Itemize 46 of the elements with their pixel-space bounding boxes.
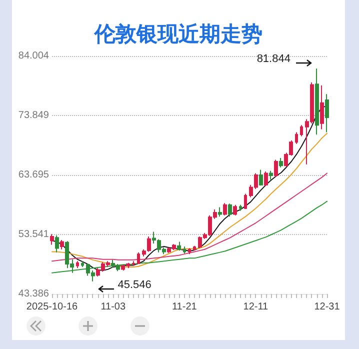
candlestick [279, 157, 283, 168]
candlestick [325, 94, 329, 133]
candlestick [60, 240, 64, 250]
candlestick [259, 169, 263, 186]
annotation: 81.844 [256, 52, 290, 65]
candlestick [218, 206, 222, 218]
x-tick-label: 12-11 [243, 302, 269, 312]
candlestick [315, 68, 319, 136]
candlestick [269, 170, 273, 180]
candlestick [223, 202, 227, 216]
line-series [52, 132, 328, 268]
candlestick [244, 193, 247, 210]
candlestick [116, 264, 120, 272]
candlestick [177, 241, 181, 252]
candlestick [137, 252, 140, 265]
candlestick [132, 260, 135, 266]
y-tick-label: 53.541 [18, 228, 50, 240]
x-tick-label: 11-03 [100, 302, 126, 312]
y-tick-label: 63.695 [18, 170, 50, 180]
candlestick [193, 245, 196, 252]
candlestick [55, 234, 59, 253]
candlestick [76, 260, 79, 269]
candlestick [300, 124, 303, 137]
candlestick [264, 170, 268, 187]
candlestick [233, 204, 237, 216]
candlestick [320, 84, 324, 130]
candlestick [295, 132, 298, 144]
y-tick-label: 43.386 [18, 288, 50, 300]
chart-title: 伦敦银现近期走势 [93, 21, 264, 48]
candlestick [274, 159, 278, 178]
candlestick [239, 204, 242, 212]
y-tick-label: 73.849 [18, 110, 50, 122]
candlestick [188, 248, 191, 255]
candlestick [50, 234, 54, 246]
x-tick-label: 11-21 [172, 302, 198, 312]
line-series [52, 200, 328, 274]
candlestick [111, 259, 115, 268]
candlestick [228, 203, 232, 218]
candlestick [81, 260, 84, 268]
line-series [52, 172, 328, 262]
x-tick-label: 2025-10-16 [26, 302, 78, 312]
line-series [52, 105, 328, 271]
candlestick [183, 246, 186, 254]
y-tick-label: 84.004 [18, 50, 50, 62]
x-tick-label: 12-31 [314, 302, 340, 312]
annotation: 45.546 [118, 279, 152, 292]
